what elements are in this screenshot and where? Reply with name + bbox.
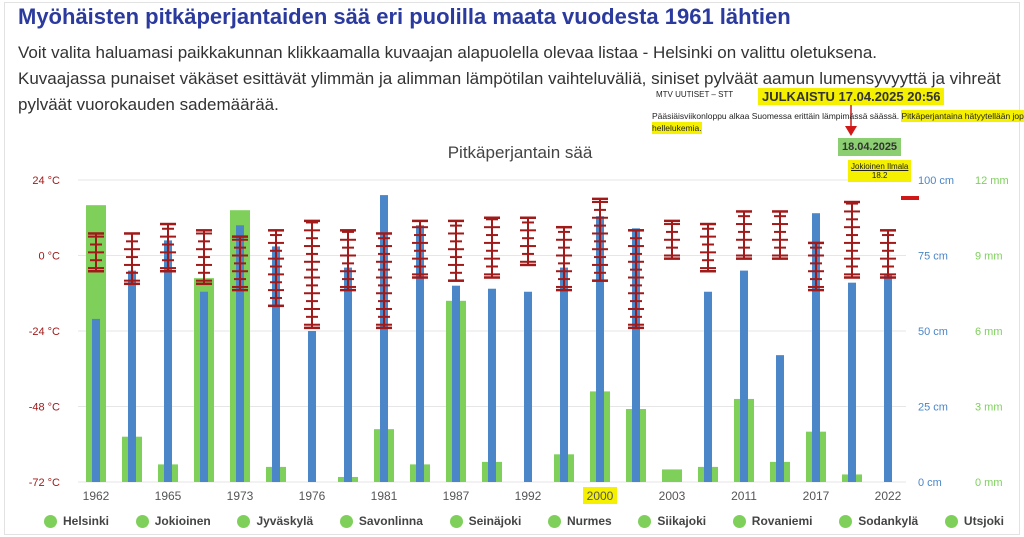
snow-bar xyxy=(704,291,712,482)
intro-text: Voit valita haluamasi paikkakunnan klikk… xyxy=(18,40,1008,118)
intro-line-1: Voit valita haluamasi paikkakunnan klikk… xyxy=(18,43,877,62)
news-quote-plain: Pääsiäisviikonloppu alkaa Suomessa eritt… xyxy=(652,111,900,121)
snow-axis-tick: 25 cm xyxy=(918,402,948,414)
x-axis-tick: 2011 xyxy=(731,489,757,503)
rain-bar xyxy=(662,469,682,482)
x-axis-tick: 1973 xyxy=(227,489,254,503)
x-axis-tick: 2003 xyxy=(659,489,686,503)
red-marker xyxy=(901,196,919,200)
legend-item-sodankyla[interactable]: Sodankylä xyxy=(839,514,918,528)
station-reading: Jokioinen Ilmala 18.2 xyxy=(848,160,912,182)
snow-bar xyxy=(524,291,532,482)
date-badge: 18.04.2025 xyxy=(838,138,902,156)
legend-item-utsjoki[interactable]: Utsjoki xyxy=(944,514,1004,528)
x-axis-tick: 1976 xyxy=(299,489,326,503)
station-value: 18.2 xyxy=(871,171,888,180)
legend-item-savonlinna[interactable]: Savonlinna xyxy=(339,514,423,528)
temp-axis-tick: 24 °C xyxy=(32,175,60,187)
legend-dot-icon xyxy=(732,514,746,528)
rain-axis-tick: 3 mm xyxy=(975,402,1003,414)
snow-bar xyxy=(740,270,748,482)
snow-bar xyxy=(128,270,136,482)
snow-axis-tick: 75 cm xyxy=(918,251,948,263)
legend-item-seinajoki[interactable]: Seinäjoki xyxy=(449,514,521,528)
station-name: Jokioinen Ilmala 18.2 xyxy=(848,160,912,182)
snow-bar xyxy=(884,273,892,482)
page-frame xyxy=(4,2,1020,535)
snow-bar xyxy=(416,225,424,483)
temp-axis-tick: 0 °C xyxy=(38,251,60,263)
intro-line-2: Kuvaajassa punaiset väkäset esittävät yl… xyxy=(18,69,1001,114)
published-timestamp: JULKAISTU 17.04.2025 20:56 xyxy=(758,88,945,105)
snow-bar xyxy=(452,285,460,482)
legend-item-jokioinen[interactable]: Jokioinen xyxy=(135,514,211,528)
snow-bar xyxy=(308,331,316,482)
x-axis-tick: 1981 xyxy=(371,489,398,503)
legend-dot-icon xyxy=(449,514,463,528)
callout-arrowhead-icon xyxy=(845,126,857,136)
legend-dot-icon xyxy=(638,514,652,528)
temp-axis-tick: -72 °C xyxy=(29,477,60,489)
rain-axis-tick: 9 mm xyxy=(975,251,1003,263)
snow-bar xyxy=(380,195,388,482)
legend-dot-icon xyxy=(944,514,958,528)
x-axis-tick: 2000 xyxy=(587,489,614,503)
x-axis-tick: 1987 xyxy=(443,489,470,503)
snow-bar xyxy=(164,240,172,482)
temp-axis-tick: -48 °C xyxy=(29,402,60,414)
snow-bar xyxy=(488,288,496,482)
legend-item-nurmes[interactable]: Nurmes xyxy=(548,514,612,528)
snow-bar xyxy=(596,216,604,483)
temp-axis-tick: -24 °C xyxy=(29,326,60,338)
legend-item-helsinki[interactable]: Helsinki xyxy=(44,514,109,528)
legend-dot-icon xyxy=(237,514,251,528)
snow-axis-tick: 100 cm xyxy=(918,175,954,187)
legend-dot-icon xyxy=(548,514,561,528)
legend-item-siikajoki[interactable]: Siikajoki xyxy=(638,514,706,528)
legend-dot-icon xyxy=(339,514,353,528)
news-quote: Pääsiäisviikonloppu alkaa Suomessa eritt… xyxy=(652,110,1024,134)
location-legend: Helsinki Jokioinen Jyväskylä Savonlinna … xyxy=(44,514,1004,528)
legend-dot-icon xyxy=(44,514,57,528)
rain-axis-tick: 12 mm xyxy=(975,175,1009,187)
news-source: MTV UUTISET – STT xyxy=(656,90,734,99)
snow-bar xyxy=(848,282,856,482)
chart-title: Pitkäperjantain sää xyxy=(448,143,593,162)
snow-bar xyxy=(272,246,280,482)
legend-item-rovaniemi[interactable]: Rovaniemi xyxy=(732,514,812,528)
rain-axis-tick: 6 mm xyxy=(975,326,1003,338)
rain-axis-tick: 0 mm xyxy=(975,477,1003,489)
legend-item-jyvaskyla[interactable]: Jyväskylä xyxy=(237,514,313,528)
snow-bar xyxy=(200,291,208,482)
x-axis-tick: 1962 xyxy=(83,489,110,503)
snow-bar xyxy=(92,318,100,482)
snow-bar xyxy=(236,225,244,483)
snow-axis-tick: 0 cm xyxy=(918,477,942,489)
snow-bar xyxy=(776,355,784,482)
snow-bar xyxy=(344,267,352,482)
legend-dot-icon xyxy=(135,514,149,528)
snow-bar xyxy=(632,228,640,482)
snow-axis-tick: 50 cm xyxy=(918,326,948,338)
x-axis-tick: 2017 xyxy=(803,489,830,503)
highlight-rect xyxy=(583,487,617,504)
x-axis-tick: 2022 xyxy=(875,489,902,503)
snow-bar xyxy=(812,213,820,482)
snow-bar xyxy=(560,267,568,482)
x-axis-tick: 1965 xyxy=(155,489,182,503)
page-title: Myöhäisten pitkäperjantaiden sää eri puo… xyxy=(18,4,791,29)
legend-dot-icon xyxy=(839,514,853,528)
x-axis-tick: 1992 xyxy=(515,489,542,503)
